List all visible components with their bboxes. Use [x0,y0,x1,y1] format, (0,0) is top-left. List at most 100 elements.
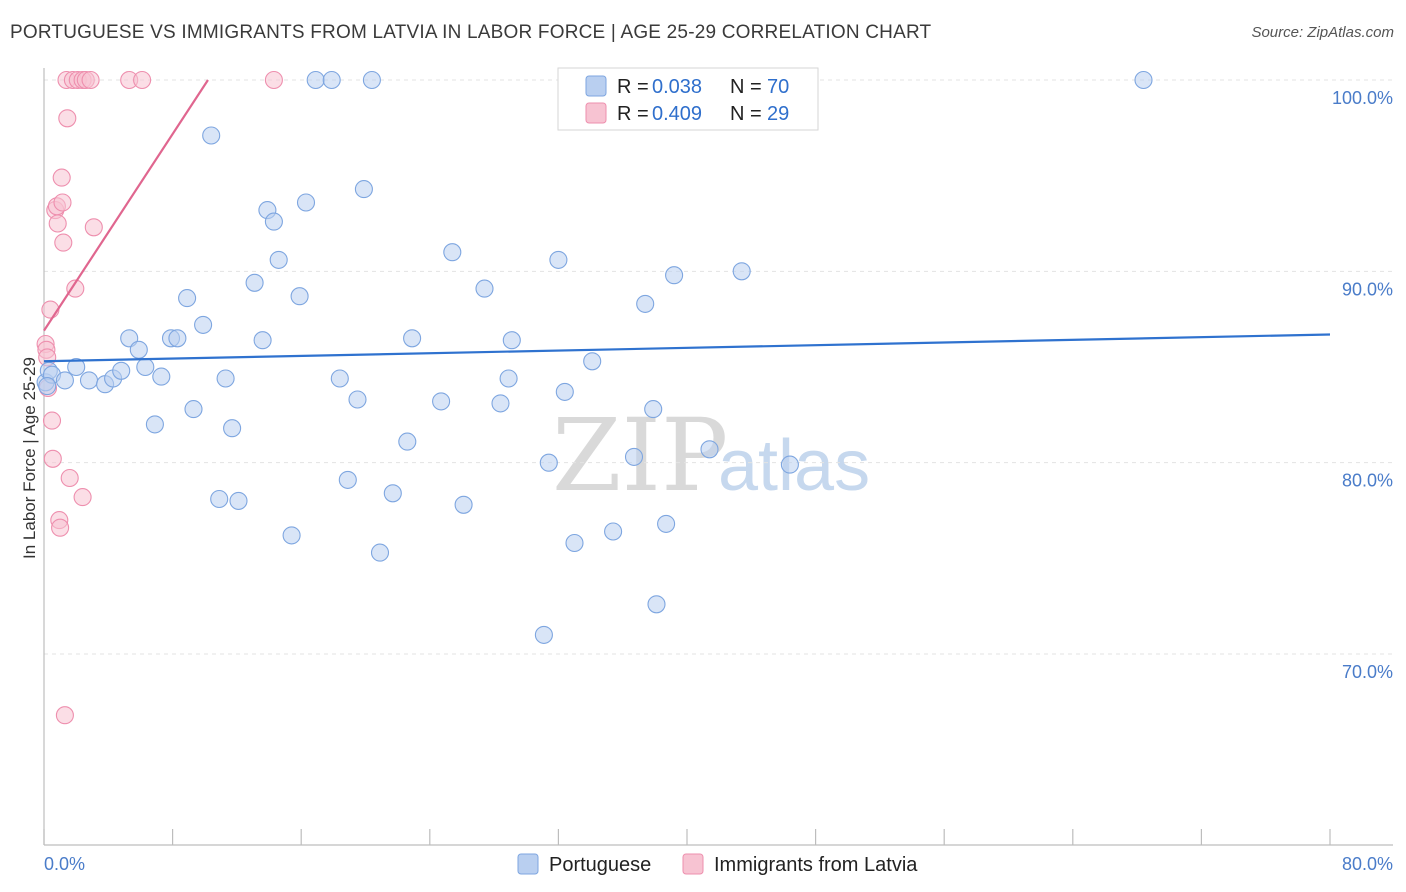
portuguese-point [432,392,451,411]
portuguese-point [168,329,187,348]
portuguese-point [534,625,553,644]
portuguese-point [475,279,494,298]
portuguese-point [383,484,402,503]
portuguese-point [647,595,666,614]
portuguese-point [194,315,213,334]
portuguese-point [398,432,417,451]
portuguese-point [67,357,86,377]
y-tick-label: 90.0% [1342,279,1393,299]
portuguese-point [636,294,655,313]
legend-swatch-portuguese [585,75,607,97]
legend-n-value-portuguese: 70 [767,76,789,98]
portuguese-point [555,382,574,401]
portuguese-point [282,526,301,545]
portuguese-point [145,415,164,434]
latvia-point [73,488,92,507]
portuguese-point [306,70,325,90]
portuguese-point [202,126,221,145]
y-axis-tick-labels: 100.0% 90.0% 80.0% 70.0% [1332,88,1393,682]
portuguese-point [539,453,558,472]
portuguese-point [79,371,99,390]
latvia-point [48,214,67,233]
legend-r-value-latvia: 0.409 [652,103,702,125]
portuguese-point [665,266,684,285]
portuguese-point [136,357,155,377]
portuguese-point [491,394,510,413]
portuguese-point [362,70,381,90]
latvia-point [52,168,71,187]
portuguese-point [657,514,676,533]
portuguese-point [354,180,373,199]
bottom-legend-label-latvia: Immigrants from Latvia [714,854,918,876]
portuguese-point [223,419,242,438]
chart-title: PORTUGUESE VS IMMIGRANTS FROM LATVIA IN … [10,22,932,43]
legend-n-value-latvia: 29 [767,103,789,125]
portuguese-point [322,70,341,90]
latvia-points [36,70,283,725]
bottom-legend-label-portuguese: Portuguese [549,854,651,876]
latvia-point [133,70,152,90]
source-label: Source: ZipAtlas.com [1251,24,1394,41]
portuguese-point [565,533,584,553]
x-axis-ticks [43,829,1331,845]
latvia-point [84,218,103,237]
portuguese-point [454,495,473,514]
y-tick-label: 70.0% [1342,662,1393,682]
legend-n-label-latvia: N = [730,103,762,125]
portuguese-point [624,447,644,466]
portuguese-point [644,400,663,419]
latvia-point [53,193,72,212]
series-legend: Portuguese Immigrants from Latvia [517,853,918,876]
bottom-legend-swatch-portuguese [517,853,539,875]
portuguese-point [210,489,229,509]
latvia-trend-line [43,79,209,332]
portuguese-point [502,331,521,350]
trend-lines [43,79,1331,363]
latvia-point [81,70,100,90]
legend-r-label-portuguese: R = [617,76,649,98]
portuguese-point [338,470,357,489]
legend-r-value-portuguese: 0.038 [652,76,702,98]
portuguese-point [549,250,568,269]
portuguese-point [370,543,390,562]
gridlines [44,79,1393,655]
latvia-point [42,411,62,430]
portuguese-point [55,371,74,390]
legend-swatch-latvia [585,102,607,124]
portuguese-trend-line [43,333,1331,363]
portuguese-point [178,289,197,308]
x-axis-tick-labels: 0.0% 80.0% [44,854,1393,874]
y-tick-label: 100.0% [1332,88,1393,108]
latvia-point [51,518,70,537]
portuguese-point [499,369,518,388]
portuguese-point [348,390,367,409]
portuguese-point [583,352,602,371]
latvia-point [66,279,85,298]
portuguese-points [36,70,1153,644]
portuguese-point [732,262,751,281]
portuguese-point [780,455,799,474]
portuguese-point [296,193,316,212]
portuguese-point [253,331,272,350]
legend-n-label-portuguese: N = [730,76,762,98]
x-tick-label: 80.0% [1342,854,1393,874]
y-axis-label: In Labor Force | Age 25-29 [20,357,39,559]
bottom-legend-swatch-latvia [682,853,704,875]
latvia-point [58,109,77,128]
portuguese-point [604,522,623,541]
latvia-point [54,233,73,252]
portuguese-point [216,369,235,388]
portuguese-point [330,369,349,388]
legend-r-label-latvia: R = [617,103,649,125]
portuguese-point [443,243,462,262]
portuguese-point [38,377,57,396]
portuguese-point [229,491,248,510]
portuguese-point [290,287,309,306]
portuguese-point [129,340,148,359]
latvia-point [264,70,283,90]
portuguese-point [184,400,203,419]
portuguese-point [264,212,283,231]
portuguese-point [403,329,422,348]
x-tick-label: 0.0% [44,854,85,874]
